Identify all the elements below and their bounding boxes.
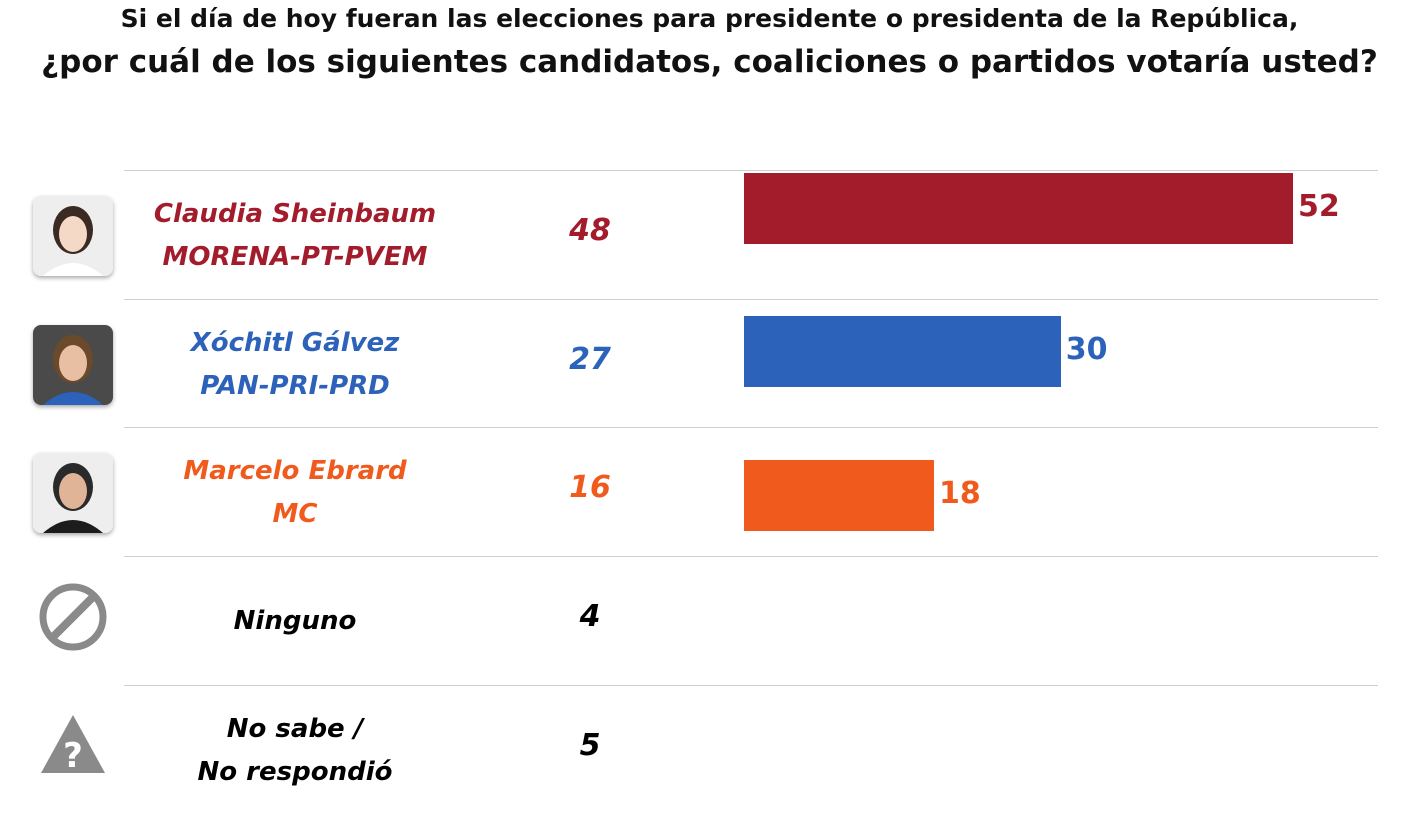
- row-divider: [124, 299, 1378, 300]
- candidate-name: Marcelo Ebrard: [183, 456, 407, 486]
- candidate-label: Ninguno: [140, 600, 450, 643]
- prohibited-icon: [33, 582, 113, 662]
- candidate-name: Claudia Sheinbaum: [153, 199, 437, 229]
- party-name: PAN-PRI-PRD: [200, 371, 390, 401]
- candidate-name: Xóchitl Gálvez: [190, 328, 400, 358]
- raw-value-label: 16: [569, 470, 611, 505]
- bar: [744, 173, 1293, 244]
- bar-value-label: 18: [939, 476, 981, 511]
- candidate-photo: [33, 196, 113, 276]
- candidate-name: Ninguno: [233, 606, 357, 636]
- party-name: No respondió: [197, 757, 393, 787]
- raw-value-label: 4: [579, 599, 601, 634]
- table-row: Ninguno 4: [0, 557, 1419, 685]
- title-line-1: Si el día de hoy fueran las elecciones p…: [120, 4, 1299, 33]
- question-warning-icon: ?: [33, 711, 113, 791]
- party-name: MORENA-PT-PVEM: [162, 242, 428, 272]
- title-line-2: ¿por cuál de los siguientes candidatos, …: [41, 44, 1378, 80]
- candidate-label: Claudia Sheinbaum MORENA-PT-PVEM: [140, 193, 450, 279]
- table-row: Marcelo Ebrard MC 16 18: [0, 428, 1419, 556]
- candidate-name: No sabe /: [226, 714, 364, 744]
- bar-value-label: 30: [1065, 332, 1108, 367]
- row-divider: [124, 556, 1378, 557]
- raw-value-label: 5: [579, 728, 601, 763]
- row-divider: [124, 427, 1378, 428]
- bar-value-label: 52: [1298, 189, 1340, 224]
- svg-text:?: ?: [63, 736, 83, 776]
- raw-value-label: 27: [569, 342, 611, 377]
- table-row: ? No sabe / No respondió 5: [0, 686, 1419, 814]
- row-divider: [124, 685, 1378, 686]
- party-name: MC: [272, 499, 318, 529]
- bar: [744, 460, 935, 531]
- bar: [744, 316, 1061, 387]
- candidate-label: No sabe / No respondió: [140, 708, 450, 794]
- candidate-photo: [33, 325, 113, 405]
- candidate-label: Xóchitl Gálvez PAN-PRI-PRD: [140, 322, 450, 408]
- raw-value-label: 48: [569, 213, 611, 248]
- table-row: Claudia Sheinbaum MORENA-PT-PVEM 48 52: [0, 171, 1419, 299]
- row-divider: [124, 170, 1378, 171]
- table-row: Xóchitl Gálvez PAN-PRI-PRD 27 30: [0, 300, 1419, 428]
- candidate-photo: [33, 453, 113, 533]
- candidate-label: Marcelo Ebrard MC: [140, 450, 450, 536]
